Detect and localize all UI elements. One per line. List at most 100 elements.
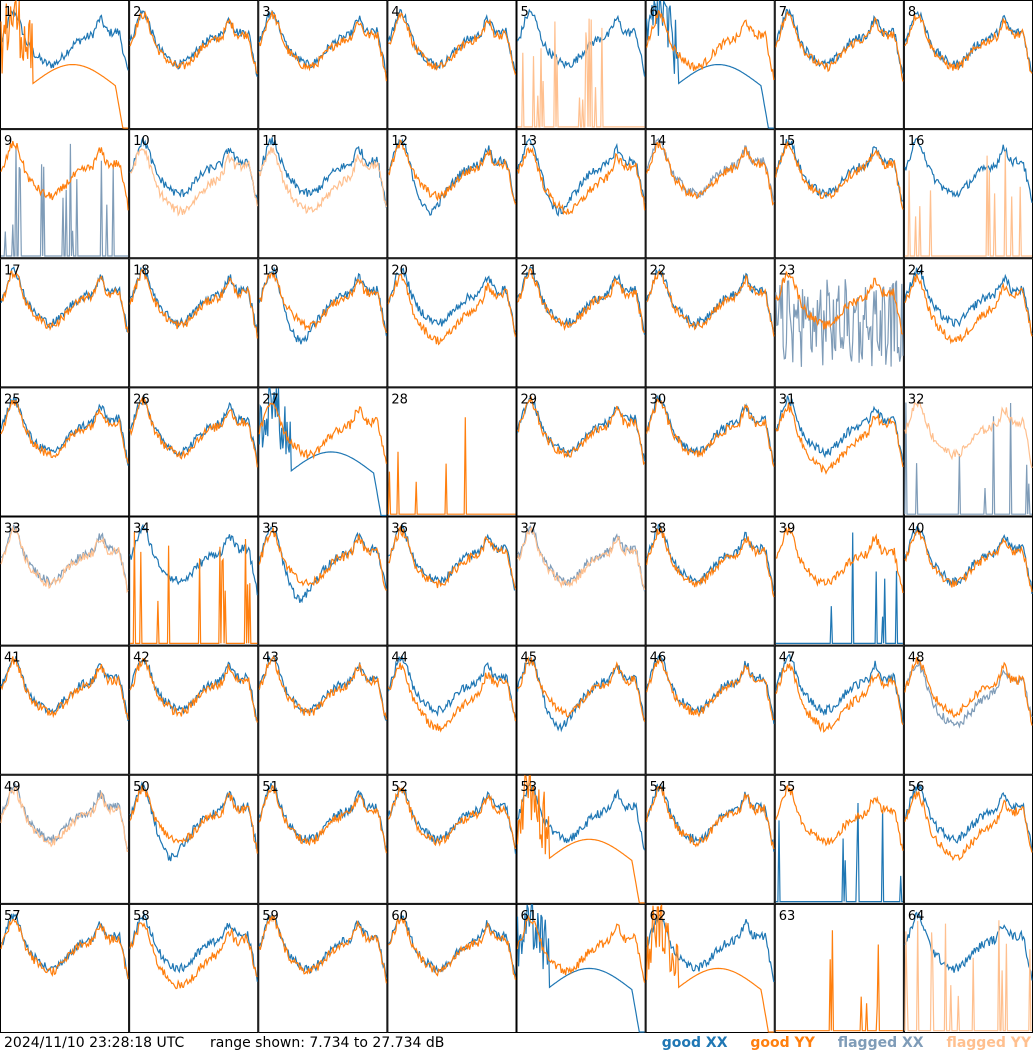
panel-frame — [903, 0, 1033, 130]
series-xx — [904, 911, 1033, 981]
panel-frame — [0, 258, 130, 388]
series-xx — [129, 266, 258, 335]
panel-57: 57 — [0, 903, 130, 1033]
panel-40: 40 — [903, 516, 1033, 646]
panel-label: 43 — [262, 651, 279, 666]
series-yy — [258, 271, 387, 334]
panel-label: 61 — [521, 909, 538, 924]
series-yy — [129, 148, 258, 217]
series-xx — [775, 802, 903, 903]
panel-label: 52 — [391, 780, 408, 795]
series-yy — [388, 525, 517, 590]
series-yy — [646, 657, 774, 721]
panel-39: 39 — [774, 516, 904, 646]
panel-4: 4 — [387, 0, 517, 130]
panel-label: 31 — [779, 392, 796, 407]
series-xx — [775, 8, 904, 74]
panel-frame — [258, 387, 388, 517]
panel-23: 23 — [774, 258, 904, 388]
series-yy — [258, 656, 387, 720]
panel-frame — [258, 258, 388, 388]
panel-label: 41 — [4, 651, 21, 666]
panel-label: 24 — [908, 263, 925, 278]
panel-frame — [258, 645, 388, 775]
panel-frame — [645, 387, 775, 517]
panel-frame — [774, 645, 904, 775]
series-yy — [516, 914, 646, 983]
panel-frame — [903, 645, 1033, 775]
panel-43: 43 — [258, 645, 388, 775]
series-xx — [775, 532, 903, 645]
legend: good XX good YY flagged XX flagged YY — [644, 1033, 1031, 1053]
panel-label: 18 — [133, 263, 150, 278]
series-yy — [0, 270, 129, 333]
panel-label: 13 — [521, 134, 538, 149]
series-yy — [0, 0, 129, 129]
panel-frame — [516, 516, 646, 646]
panel-frame — [129, 903, 259, 1033]
panel-frame — [0, 903, 130, 1033]
series-yy — [775, 271, 904, 335]
series-xx — [129, 523, 258, 596]
panel-frame — [387, 258, 517, 388]
panel-51: 51 — [258, 774, 388, 904]
series-yy — [646, 9, 775, 81]
series-yy — [0, 786, 129, 853]
panel-frame — [645, 645, 775, 775]
panel-label: 33 — [4, 522, 21, 537]
series-yy — [129, 396, 258, 468]
panel-label: 27 — [262, 392, 279, 407]
panel-27: 27 — [258, 387, 388, 517]
panel-label: 5 — [521, 5, 529, 20]
series-yy — [387, 417, 516, 515]
panel-5: 5 — [516, 0, 646, 130]
panel-label: 15 — [779, 134, 796, 149]
panel-label: 57 — [4, 909, 21, 924]
panel-label: 16 — [908, 134, 925, 149]
series-xx — [646, 914, 775, 983]
panel-30: 30 — [645, 387, 775, 517]
series-yy — [258, 527, 387, 591]
panel-frame — [129, 387, 259, 517]
panel-label: 1 — [4, 5, 12, 20]
series-yy — [388, 916, 517, 980]
series-xx — [0, 9, 129, 71]
panel-frame — [645, 258, 775, 388]
panel-label: 60 — [391, 909, 408, 924]
series-yy — [387, 786, 517, 850]
panel-46: 46 — [645, 645, 775, 775]
panel-label: 64 — [908, 909, 925, 924]
panel-63: 63 — [774, 903, 904, 1033]
panel-label: 56 — [908, 780, 925, 795]
series-yy — [775, 663, 904, 733]
panel-frame — [129, 258, 259, 388]
panel-label: 51 — [262, 780, 279, 795]
panel-7: 7 — [774, 0, 904, 130]
panel-label: 6 — [650, 5, 658, 20]
panel-47: 47 — [774, 645, 904, 775]
panel-frame — [387, 774, 517, 904]
panel-58: 58 — [129, 903, 259, 1033]
panel-label: 50 — [133, 780, 150, 795]
series-yy — [775, 10, 904, 82]
series-xx — [775, 279, 904, 367]
series-xx — [0, 656, 129, 722]
series-xx — [646, 0, 774, 129]
series-yy — [129, 268, 258, 339]
series-yy — [0, 399, 129, 464]
panel-48: 48 — [903, 645, 1033, 775]
panel-label: 2 — [133, 5, 141, 20]
panel-frame — [903, 774, 1033, 904]
panel-label: 39 — [779, 522, 796, 537]
panel-label: 58 — [133, 909, 150, 924]
panel-label: 17 — [4, 263, 21, 278]
panel-frame — [129, 129, 259, 259]
panel-26: 26 — [129, 387, 259, 517]
series-yy — [387, 139, 517, 205]
legend-good-xx: good XX — [661, 1035, 728, 1051]
panel-53: 53 — [516, 774, 646, 904]
series-xx — [904, 783, 1033, 852]
series-yy — [904, 791, 1033, 862]
series-yy — [258, 146, 387, 215]
series-xx — [775, 395, 904, 463]
